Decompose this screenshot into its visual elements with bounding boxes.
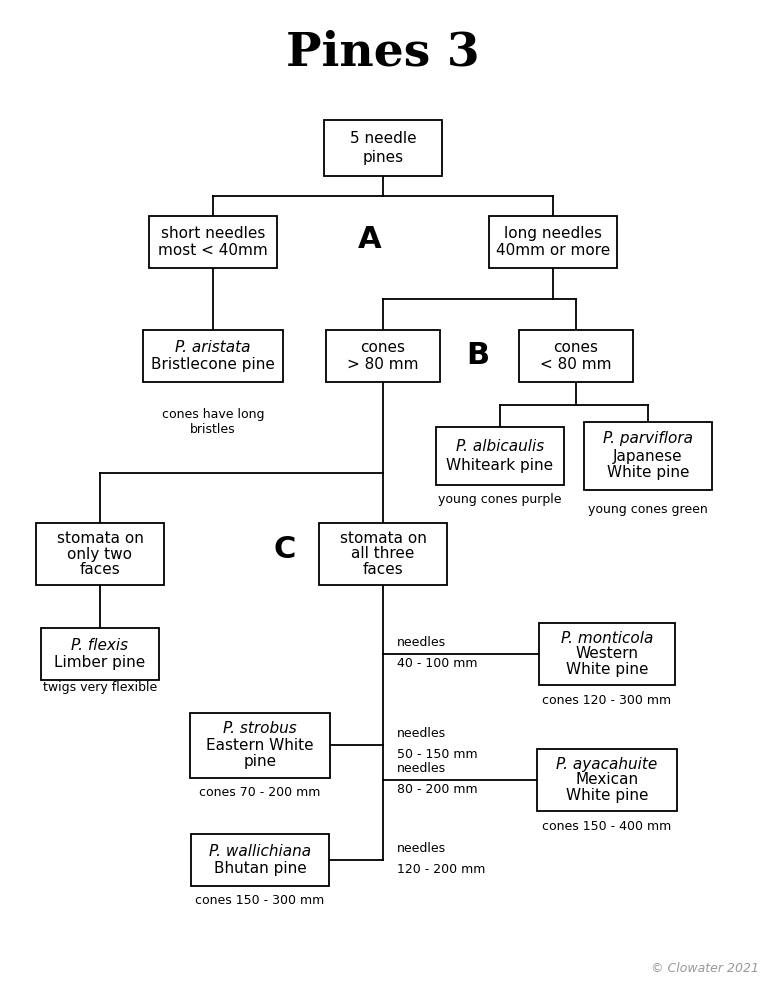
Text: White pine: White pine	[566, 788, 648, 803]
Text: only two: only two	[67, 546, 132, 561]
Text: cones 150 - 400 mm: cones 150 - 400 mm	[542, 820, 672, 833]
Text: needles: needles	[397, 762, 446, 775]
FancyBboxPatch shape	[326, 330, 440, 382]
Text: < 80 mm: < 80 mm	[540, 357, 612, 372]
Text: 40mm or more: 40mm or more	[496, 244, 610, 258]
FancyBboxPatch shape	[36, 523, 164, 585]
Text: all three: all three	[351, 546, 415, 561]
Text: Limber pine: Limber pine	[54, 655, 145, 670]
Text: P. wallichiana: P. wallichiana	[209, 843, 311, 859]
Text: Bhutan pine: Bhutan pine	[213, 861, 306, 876]
Text: cones 150 - 300 mm: cones 150 - 300 mm	[195, 894, 324, 907]
Text: P. strobus: P. strobus	[223, 722, 297, 737]
Text: 40 - 100 mm: 40 - 100 mm	[397, 657, 477, 670]
FancyBboxPatch shape	[324, 120, 442, 176]
FancyBboxPatch shape	[319, 523, 447, 585]
FancyBboxPatch shape	[41, 628, 159, 680]
Text: needles: needles	[397, 727, 446, 740]
Text: cones 70 - 200 mm: cones 70 - 200 mm	[200, 786, 321, 800]
Text: A: A	[358, 226, 382, 254]
Text: P. aristata: P. aristata	[175, 340, 251, 354]
FancyBboxPatch shape	[191, 834, 329, 886]
FancyBboxPatch shape	[190, 713, 330, 777]
Text: young cones purple: young cones purple	[438, 492, 562, 506]
Text: long needles: long needles	[504, 226, 602, 241]
Text: Whiteark pine: Whiteark pine	[447, 458, 554, 473]
FancyBboxPatch shape	[149, 216, 277, 268]
Text: > 80 mm: > 80 mm	[347, 357, 418, 372]
Text: pine: pine	[243, 753, 277, 769]
Text: 50 - 150 mm: 50 - 150 mm	[397, 748, 477, 761]
Text: cones 120 - 300 mm: cones 120 - 300 mm	[542, 694, 672, 707]
FancyBboxPatch shape	[436, 427, 564, 485]
FancyBboxPatch shape	[584, 422, 712, 490]
Text: 80 - 200 mm: 80 - 200 mm	[397, 783, 477, 796]
Text: needles: needles	[397, 636, 446, 649]
Text: White pine: White pine	[566, 662, 648, 677]
Text: twigs very flexible: twigs very flexible	[43, 681, 157, 695]
Text: P. albicaulis: P. albicaulis	[456, 439, 544, 453]
Text: cones: cones	[360, 340, 405, 354]
Text: P. flexis: P. flexis	[71, 638, 129, 652]
Text: P. monticola: P. monticola	[561, 631, 653, 646]
FancyBboxPatch shape	[143, 330, 283, 382]
Text: P. parviflora: P. parviflora	[603, 432, 693, 446]
Text: young cones green: young cones green	[588, 503, 708, 516]
Text: faces: faces	[363, 562, 403, 577]
FancyBboxPatch shape	[489, 216, 617, 268]
FancyBboxPatch shape	[519, 330, 633, 382]
Text: Western: Western	[575, 646, 639, 661]
Text: needles: needles	[397, 842, 446, 855]
Text: C: C	[274, 536, 296, 564]
Text: short needles: short needles	[161, 226, 265, 241]
Text: Bristlecone pine: Bristlecone pine	[151, 357, 275, 372]
Text: P. ayacahuite: P. ayacahuite	[556, 757, 658, 772]
Text: cones: cones	[554, 340, 598, 354]
Text: 5 needle: 5 needle	[350, 131, 416, 147]
Text: Pines 3: Pines 3	[285, 29, 480, 75]
Text: faces: faces	[80, 562, 120, 577]
Text: White pine: White pine	[607, 465, 689, 480]
Text: Eastern White: Eastern White	[207, 738, 314, 752]
Text: B: B	[467, 342, 490, 370]
Text: most < 40mm: most < 40mm	[158, 244, 268, 258]
FancyBboxPatch shape	[539, 623, 675, 685]
Text: © Clowater 2021: © Clowater 2021	[651, 961, 759, 974]
Text: 120 - 200 mm: 120 - 200 mm	[397, 863, 485, 876]
Text: cones have long
bristles: cones have long bristles	[161, 408, 264, 436]
Text: stomata on: stomata on	[57, 531, 144, 546]
Text: stomata on: stomata on	[340, 531, 426, 546]
Text: pines: pines	[363, 149, 404, 164]
FancyBboxPatch shape	[537, 749, 677, 811]
Text: Mexican: Mexican	[575, 772, 639, 787]
Text: Japanese: Japanese	[614, 448, 683, 463]
